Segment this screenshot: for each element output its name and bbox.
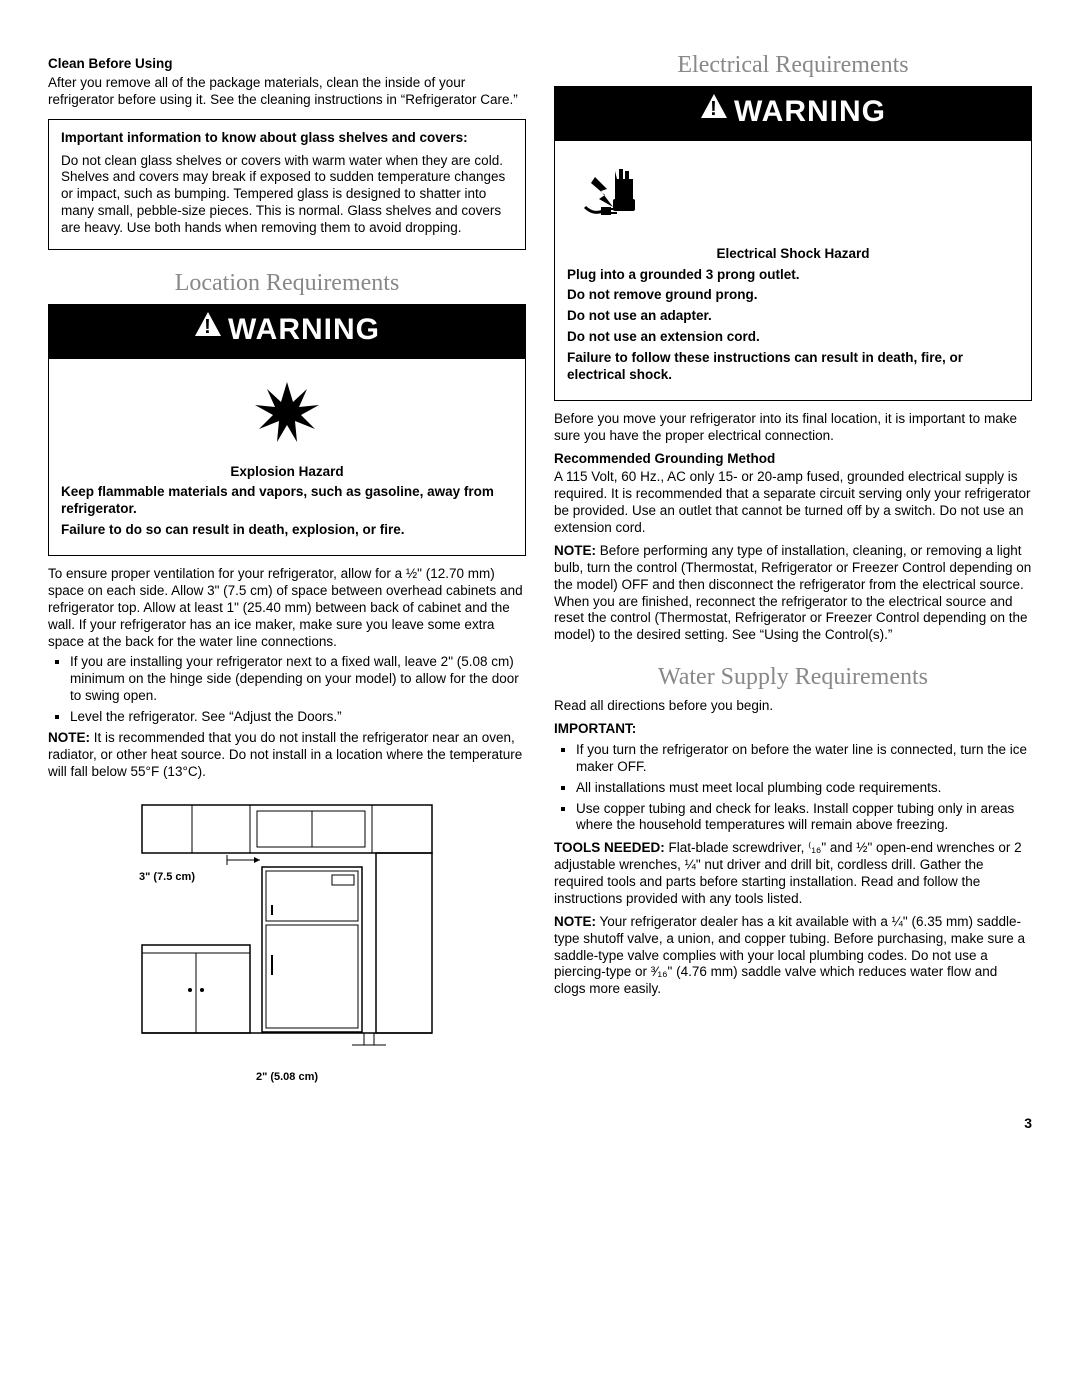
warning-triangle-icon: !	[194, 309, 222, 347]
water-b1: If you turn the refrigerator on before t…	[576, 742, 1032, 776]
electrical-hazard-box: Electrical Shock Hazard Plug into a grou…	[554, 141, 1032, 401]
electrical-heading: Electrical Requirements	[554, 50, 1032, 80]
water-bullets: If you turn the refrigerator on before t…	[554, 742, 1032, 834]
water-note: NOTE: Your refrigerator dealer has a kit…	[554, 914, 1032, 998]
location-bullet-2: Level the refrigerator. See “Adjust the …	[70, 709, 526, 726]
clearance-diagram: 3" (7.5 cm) 2" (5.08 cm)	[48, 795, 526, 1085]
elec-para1: Before you move your refrigerator into i…	[554, 411, 1032, 445]
svg-text:!: !	[710, 98, 718, 119]
location-para1: To ensure proper ventilation for your re…	[48, 566, 526, 650]
elec-l3: Do not use an adapter.	[567, 308, 1019, 325]
water-intro: Read all directions before you begin.	[554, 698, 1032, 715]
explosion-hazard-l2: Failure to do so can result in death, ex…	[61, 522, 513, 539]
warning-label-text: WARNING	[734, 95, 886, 128]
glass-text: Do not clean glass shelves or covers wit…	[61, 153, 513, 237]
clean-heading: Clean Before Using	[48, 56, 526, 73]
explosion-hazard-box: Explosion Hazard Keep flammable material…	[48, 359, 526, 556]
location-note: NOTE: It is recommended that you do not …	[48, 730, 526, 781]
tools-label: TOOLS NEEDED:	[554, 840, 665, 855]
elec-l4: Do not use an extension cord.	[567, 329, 1019, 346]
note-text: Before performing any type of installati…	[554, 543, 1031, 642]
elec-l2: Do not remove ground prong.	[567, 287, 1019, 304]
page-number: 3	[48, 1115, 1032, 1133]
glass-info-box: Important information to know about glas…	[48, 119, 526, 250]
grounding-text: A 115 Volt, 60 Hz., AC only 15- or 20-am…	[554, 469, 1032, 537]
location-bullets: If you are installing your refrigerator …	[48, 654, 526, 726]
warning-banner-location: ! WARNING	[48, 304, 526, 359]
grounding-heading: Recommended Grounding Method	[554, 451, 1032, 468]
water-b2: All installations must meet local plumbi…	[576, 780, 1032, 797]
warning-triangle-icon: !	[700, 91, 728, 129]
left-column: Clean Before Using After you remove all …	[48, 50, 526, 1085]
warning-banner-electrical: ! WARNING	[554, 86, 1032, 141]
explosion-hazard-l1: Keep flammable materials and vapors, suc…	[61, 484, 513, 518]
right-column: Electrical Requirements ! WARNING	[554, 50, 1032, 1085]
two-column-layout: Clean Before Using After you remove all …	[48, 50, 1032, 1085]
tools-para: TOOLS NEEDED: Flat-blade screwdriver, ⁽₁…	[554, 840, 1032, 908]
glass-heading: Important information to know about glas…	[61, 130, 513, 147]
elec-l5: Failure to follow these instructions can…	[567, 350, 1019, 384]
warning-label-text: WARNING	[228, 313, 380, 346]
note-text: It is recommended that you do not instal…	[48, 730, 522, 779]
location-heading: Location Requirements	[48, 268, 526, 298]
elec-note: NOTE: Before performing any type of inst…	[554, 543, 1032, 644]
clean-text: After you remove all of the package mate…	[48, 75, 526, 109]
note-label: NOTE:	[554, 543, 596, 558]
diagram-label-side: 3" (7.5 cm)	[127, 871, 207, 885]
explosion-icon	[61, 377, 513, 452]
water-b3: Use copper tubing and check for leaks. I…	[576, 801, 1032, 835]
note-label: NOTE:	[48, 730, 90, 745]
electrical-hazard-title: Electrical Shock Hazard	[567, 246, 1019, 263]
shock-icon	[575, 159, 1019, 234]
explosion-hazard-title: Explosion Hazard	[61, 464, 513, 481]
svg-text:!: !	[204, 316, 212, 337]
water-heading: Water Supply Requirements	[554, 662, 1032, 692]
diagram-label-bottom: 2" (5.08 cm)	[48, 1071, 526, 1085]
important-label: IMPORTANT:	[554, 721, 1032, 738]
elec-l1: Plug into a grounded 3 prong outlet.	[567, 267, 1019, 284]
location-bullet-1: If you are installing your refrigerator …	[70, 654, 526, 705]
note-label: NOTE:	[554, 914, 596, 929]
note-text: Your refrigerator dealer has a kit avail…	[554, 914, 1025, 997]
